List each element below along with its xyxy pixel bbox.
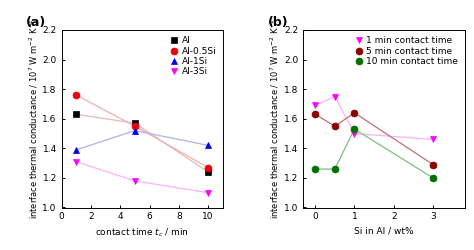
Y-axis label: interface thermal conductance / 10$^{7}$ W m$^{-2}$ K$^{-1}$: interface thermal conductance / 10$^{7}$… bbox=[269, 18, 282, 219]
Al-3Si bbox=[73, 160, 79, 163]
Line: Al-0.5Si: Al-0.5Si bbox=[73, 92, 211, 171]
10 min contact time bbox=[312, 168, 318, 170]
Al-3Si bbox=[205, 191, 211, 194]
Line: 10 min contact time: 10 min contact time bbox=[312, 126, 437, 182]
Line: 5 min contact time: 5 min contact time bbox=[312, 109, 437, 168]
Al-0.5Si bbox=[205, 166, 211, 169]
Text: (b): (b) bbox=[268, 16, 289, 29]
1 min contact time bbox=[312, 104, 318, 107]
Legend: 1 min contact time, 5 min contact time, 10 min contact time: 1 min contact time, 5 min contact time, … bbox=[353, 34, 460, 68]
10 min contact time bbox=[352, 128, 357, 130]
Line: Al: Al bbox=[73, 111, 211, 176]
Text: (a): (a) bbox=[26, 16, 46, 29]
X-axis label: contact time $t_c$ / min: contact time $t_c$ / min bbox=[95, 227, 189, 239]
5 min contact time bbox=[430, 163, 436, 166]
5 min contact time bbox=[332, 125, 337, 128]
1 min contact time bbox=[352, 132, 357, 135]
X-axis label: Si in Al / wt%: Si in Al / wt% bbox=[354, 227, 414, 236]
Line: Al-3Si: Al-3Si bbox=[73, 158, 211, 196]
5 min contact time bbox=[352, 111, 357, 114]
10 min contact time bbox=[430, 176, 436, 180]
10 min contact time bbox=[332, 168, 337, 170]
Y-axis label: interface thermal conductance / 10$^{7}$ W m$^{-2}$ K$^{-1}$: interface thermal conductance / 10$^{7}$… bbox=[27, 18, 40, 219]
Al-0.5Si bbox=[132, 125, 138, 128]
Al-1Si bbox=[205, 144, 211, 147]
Line: Al-1Si: Al-1Si bbox=[73, 127, 211, 153]
Al-3Si bbox=[132, 180, 138, 182]
5 min contact time bbox=[312, 113, 318, 116]
Line: 1 min contact time: 1 min contact time bbox=[312, 93, 437, 143]
Al bbox=[132, 122, 138, 125]
Al bbox=[73, 113, 79, 116]
Al-0.5Si bbox=[73, 94, 79, 96]
Al-1Si bbox=[132, 129, 138, 132]
1 min contact time bbox=[430, 138, 436, 141]
Legend: Al, Al-0.5Si, Al-1Si, Al-3Si: Al, Al-0.5Si, Al-1Si, Al-3Si bbox=[168, 34, 218, 78]
Al bbox=[205, 170, 211, 173]
Al-1Si bbox=[73, 148, 79, 151]
1 min contact time bbox=[332, 95, 337, 98]
